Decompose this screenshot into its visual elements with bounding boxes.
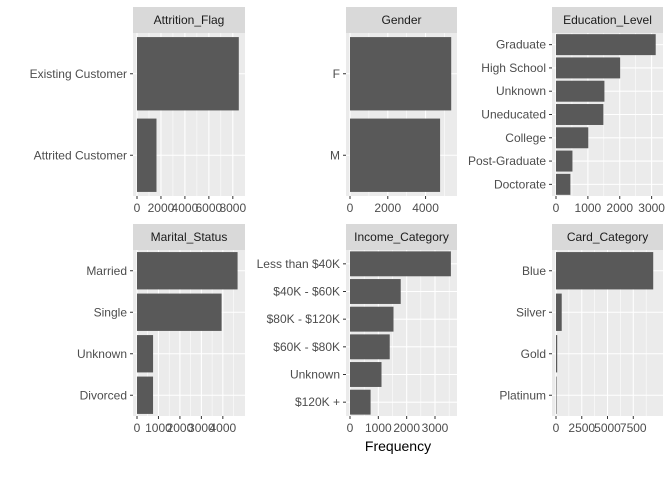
facet-gender: Gender F M 0 2000 4000 — [330, 7, 457, 215]
x-tick-label: 0 — [553, 201, 560, 215]
facet-title-attrition-flag: Attrition_Flag — [154, 13, 225, 27]
x-tick-label: 7500 — [620, 421, 647, 435]
y-tick-label: $40K - $60K — [273, 285, 340, 299]
y-tick-label: Doctorate — [494, 177, 546, 191]
x-axis-title: Frequency — [365, 438, 431, 454]
x-tick-label: 0 — [553, 421, 560, 435]
y-tick-label: M — [330, 148, 340, 162]
x-tick-label: 2000 — [606, 201, 633, 215]
y-tick-label: High School — [481, 61, 546, 75]
facet-title-gender: Gender — [381, 13, 421, 27]
y-tick-label: F — [333, 67, 340, 81]
facet-title-card-category: Card_Category — [567, 230, 648, 244]
y-tick-label: Graduate — [496, 38, 546, 52]
x-tick-label: 2000 — [393, 421, 420, 435]
bar-income-category-120k — [350, 389, 371, 415]
y-tick-label: Married — [86, 264, 127, 278]
bar-card-category-gold — [556, 335, 558, 373]
x-tick-label: 0 — [134, 421, 141, 435]
y-tick-label: Platinum — [499, 388, 546, 402]
bar-income-category-less-than-40k — [350, 251, 451, 277]
y-tick-label: Silver — [516, 305, 546, 319]
y-tick-label: $80K - $120K — [267, 312, 340, 326]
bar-marital-status-married — [137, 252, 238, 290]
x-tick-label: 1000 — [145, 421, 172, 435]
bar-marital-status-single — [137, 293, 222, 331]
y-tick-label: Divorced — [80, 388, 127, 402]
y-tick-label: Blue — [522, 264, 546, 278]
bar-education-level-graduate — [556, 34, 656, 56]
x-tick-label: 0 — [134, 201, 141, 215]
bar-attrition-flag-existing-customer — [137, 37, 239, 111]
panel-background-income-category — [346, 250, 457, 416]
bar-marital-status-divorced — [137, 376, 154, 414]
facet-income-category: Income_Category Less than $40K $40K - $60K… — [257, 224, 457, 435]
bar-marital-status-unknown — [137, 335, 154, 373]
x-tick-label: 2000 — [167, 421, 194, 435]
y-tick-label: Single — [94, 305, 128, 319]
x-tick-label: 3000 — [188, 421, 215, 435]
y-tick-label: $120K + — [295, 395, 340, 409]
x-tick-label: 2000 — [148, 201, 175, 215]
facet-attrition-flag: Attrition_Flag Existing Customer Attrited … — [30, 7, 246, 215]
bar-card-category-platinum — [556, 376, 557, 414]
facet-strip-education-level — [552, 7, 663, 33]
facet-strip-income-category — [346, 224, 457, 250]
y-tick-label: Uneducated — [481, 108, 546, 122]
x-tick-label: 6000 — [196, 201, 223, 215]
y-tick-label: Unknown — [290, 368, 340, 382]
bar-attrition-flag-attrited-customer — [137, 118, 157, 192]
x-tick-label: 8000 — [219, 201, 246, 215]
y-tick-label: Attrited Customer — [34, 148, 127, 162]
x-tick-label: 2500 — [568, 421, 595, 435]
bar-card-category-silver — [556, 293, 562, 331]
x-tick-label: 0 — [347, 201, 354, 215]
facet-strip-marital-status — [133, 224, 245, 250]
x-tick-label: 4000 — [209, 421, 236, 435]
x-tick-label: 3000 — [638, 201, 665, 215]
facet-title-income-category: Income_Category — [354, 230, 449, 244]
x-tick-label: 4000 — [412, 201, 439, 215]
bar-income-category-80k-120k — [350, 306, 394, 332]
facet-card-category: Card_Category Blue Silver Gold Platinum 0 2500… — [499, 224, 663, 435]
y-tick-label: Existing Customer — [30, 67, 127, 81]
facet-education-level: Education_Level Graduate High School Unknow… — [468, 7, 665, 215]
bar-gender-m — [350, 118, 441, 192]
x-tick-label: 1000 — [365, 421, 392, 435]
bar-education-level-college — [556, 127, 589, 149]
y-tick-label: Unknown — [77, 347, 127, 361]
bar-income-category-60k-80k — [350, 334, 390, 360]
facet-strip-card-category — [552, 224, 663, 250]
y-tick-label: Post-Graduate — [468, 154, 546, 168]
x-tick-label: 3000 — [422, 421, 449, 435]
bar-gender-f — [350, 37, 452, 111]
bar-income-category-40k-60k — [350, 279, 401, 304]
x-tick-label: 4000 — [172, 201, 199, 215]
bar-education-level-doctorate — [556, 173, 571, 195]
y-tick-label: $60K - $80K — [273, 340, 340, 354]
bar-card-category-blue — [556, 252, 654, 290]
y-tick-label: Unknown — [496, 84, 546, 98]
x-tick-label: 2000 — [374, 201, 401, 215]
facet-marital-status: Marital_Status Married Single Unknown Divorc… — [77, 224, 245, 435]
bar-education-level-uneducated — [556, 104, 604, 125]
facet-strip-gender — [346, 7, 457, 33]
x-tick-label: 5000 — [594, 421, 621, 435]
facet-strip-attrition-flag — [133, 7, 245, 33]
facet-title-education-level: Education_Level — [563, 13, 652, 27]
bar-education-level-high-school — [556, 57, 621, 79]
x-tick-label: 0 — [347, 421, 354, 435]
bar-education-level-unknown — [556, 80, 605, 102]
y-tick-label: Gold — [521, 347, 546, 361]
x-tick-label: 1000 — [575, 201, 602, 215]
y-tick-label: Less than $40K — [257, 257, 340, 271]
bar-income-category-unknown — [350, 362, 382, 387]
bar-education-level-post-graduate — [556, 150, 573, 172]
y-tick-label: College — [505, 131, 546, 145]
facet-title-marital-status: Marital_Status — [151, 230, 228, 244]
